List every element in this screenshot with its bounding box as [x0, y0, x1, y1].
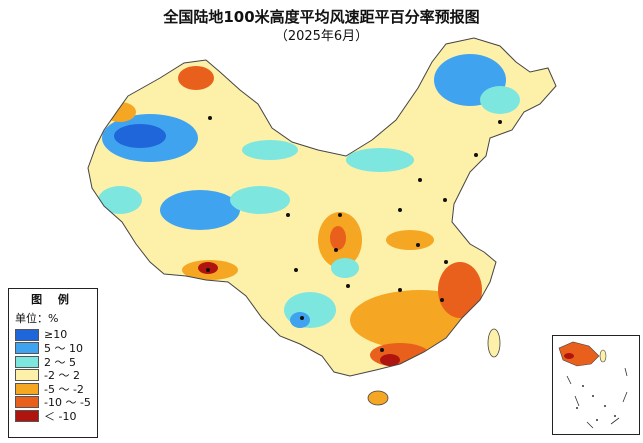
- patch-sichuan: [331, 258, 359, 278]
- inset-islands: [576, 385, 616, 421]
- inset-taiwan: [599, 349, 607, 363]
- legend-item: -10 ～ -5: [15, 396, 97, 410]
- city-dot: [398, 208, 402, 212]
- legend-label: -5 ～ -2: [44, 382, 84, 396]
- legend-label: 5 ～ 10: [44, 342, 83, 356]
- patch-inner-mongolia: [346, 148, 414, 172]
- legend-swatch: [15, 396, 39, 409]
- island-dot: [614, 415, 616, 417]
- hainan-island: [367, 390, 389, 406]
- legend-item: 5 ～ 10: [15, 342, 97, 356]
- city-dot: [300, 316, 304, 320]
- country-border: [87, 37, 557, 377]
- patch-northeast-2: [480, 86, 520, 114]
- legend-item: ＜ -10: [15, 409, 97, 423]
- nine-dash-line: [566, 367, 628, 429]
- city-dot: [474, 153, 478, 157]
- city-dot: [398, 288, 402, 292]
- patch-fujian: [438, 262, 482, 318]
- map-legend: 图 例 单位：% ≥10 5 ～ 10 2 ～ 5 -2 ～ 2 -5 ～ -2 -10 …: [8, 288, 98, 438]
- city-dot: [443, 198, 447, 202]
- patch-gansu: [242, 140, 298, 160]
- patch-guangdong: [370, 343, 430, 367]
- city-dot: [208, 116, 212, 120]
- city-dot: [440, 298, 444, 302]
- legend-label: -2 ～ 2: [44, 369, 80, 383]
- map-title: 全国陆地100米高度平均风速距平百分率预报图: [163, 8, 480, 26]
- legend-item: -2 ～ 2: [15, 369, 97, 383]
- legend-label: ≥10: [44, 328, 68, 342]
- legend-swatch: [15, 409, 39, 422]
- patch-west: [98, 186, 142, 214]
- legend-swatch: [15, 369, 39, 382]
- city-dot: [334, 248, 338, 252]
- anomaly-patches: [98, 54, 520, 367]
- legend-swatch: [15, 382, 39, 395]
- city-dot: [294, 268, 298, 272]
- island-dot: [596, 419, 598, 421]
- patch-qinghai: [230, 186, 290, 214]
- city-dot: [338, 213, 342, 217]
- legend-label: 2 ～ 5: [44, 355, 76, 369]
- legend-swatch: [15, 328, 39, 341]
- island-dot: [592, 395, 594, 397]
- city-dots: [206, 116, 502, 352]
- patch-henan: [386, 230, 434, 250]
- patch-tarim: [160, 190, 240, 230]
- legend-swatch: [15, 342, 39, 355]
- legend-swatch: [15, 355, 39, 368]
- patch-far-west: [104, 102, 136, 122]
- legend-rows: ≥10 5 ～ 10 2 ～ 5 -2 ～ 2 -5 ～ -2 -10 ～ -5 ＜ -10: [9, 328, 97, 423]
- city-dot: [286, 213, 290, 217]
- city-dot: [380, 348, 384, 352]
- patch-altai: [178, 66, 214, 90]
- island-dot: [576, 407, 578, 409]
- legend-label: -10 ～ -5: [44, 396, 91, 410]
- patch-shaanxi-core: [330, 226, 346, 250]
- city-dot: [418, 178, 422, 182]
- island-dot: [582, 385, 584, 387]
- map-subtitle: （2025年6月）: [274, 29, 369, 44]
- legend-item: -5 ～ -2: [15, 382, 97, 396]
- city-dot: [498, 120, 502, 124]
- legend-unit: 单位：%: [15, 312, 59, 325]
- patch-guangdong-core: [380, 354, 400, 366]
- legend-label: ＜ -10: [44, 409, 77, 423]
- legend-heading: 图 例: [31, 293, 75, 306]
- patch-xinjiang-core: [114, 124, 166, 148]
- inset-coast: [558, 341, 600, 367]
- city-dot: [416, 243, 420, 247]
- city-dot: [206, 268, 210, 272]
- inset-core: [564, 353, 574, 359]
- inset-map: [558, 341, 628, 429]
- city-dot: [346, 284, 350, 288]
- legend-item: 2 ～ 5: [15, 355, 97, 369]
- island-dot: [604, 405, 606, 407]
- taiwan-island: [487, 328, 501, 358]
- patch-yunnan-core: [290, 312, 310, 328]
- south-china-sea-inset: [552, 335, 640, 435]
- city-dot: [444, 260, 448, 264]
- legend-item: ≥10: [15, 328, 97, 342]
